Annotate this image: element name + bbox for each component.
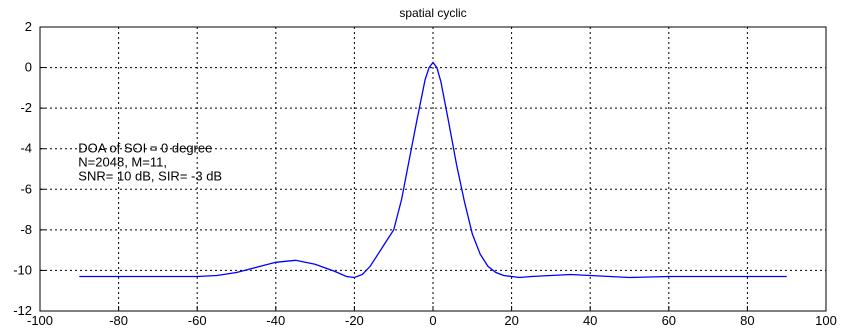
x-tick-label: 0 xyxy=(429,313,436,328)
x-tick-label: -100 xyxy=(27,313,53,328)
y-tick-label: -4 xyxy=(20,141,32,156)
x-tick-label: -60 xyxy=(188,313,207,328)
annotation-line: N=2048, M=11, xyxy=(78,155,167,170)
annotation-line: DOA of SOI = 0 degree xyxy=(78,141,212,156)
y-tick-label: -10 xyxy=(13,262,32,277)
x-tick-label: -20 xyxy=(345,313,364,328)
series-line xyxy=(79,61,787,279)
x-tick-label: -40 xyxy=(266,313,285,328)
x-tick-label: 20 xyxy=(504,313,518,328)
y-tick-label: 2 xyxy=(25,19,32,34)
axis-ticks: -100 -80 -60 -40 -20 0 20 40 60 80 10020-2-4-6-8-1… xyxy=(13,19,837,328)
y-tick-label: -8 xyxy=(20,222,32,237)
x-tick-label: -80 xyxy=(109,313,128,328)
x-tick-label: 40 xyxy=(583,313,597,328)
y-tick-label: 0 xyxy=(25,60,32,75)
annotation-line: SNR= 10 dB, SIR= -3 dB xyxy=(78,169,222,184)
y-tick-label: -6 xyxy=(20,181,32,196)
grid xyxy=(40,27,826,311)
x-tick-label: 80 xyxy=(740,313,754,328)
chart-title: spatial cyclic xyxy=(399,6,466,20)
y-tick-label: -2 xyxy=(20,100,32,115)
x-tick-label: 100 xyxy=(815,313,837,328)
x-tick-label: 60 xyxy=(662,313,676,328)
y-tick-label: -12 xyxy=(13,303,32,318)
annotation-text: DOA of SOI = 0 degree N=2048, M=11, SNR= 1… xyxy=(78,141,222,184)
